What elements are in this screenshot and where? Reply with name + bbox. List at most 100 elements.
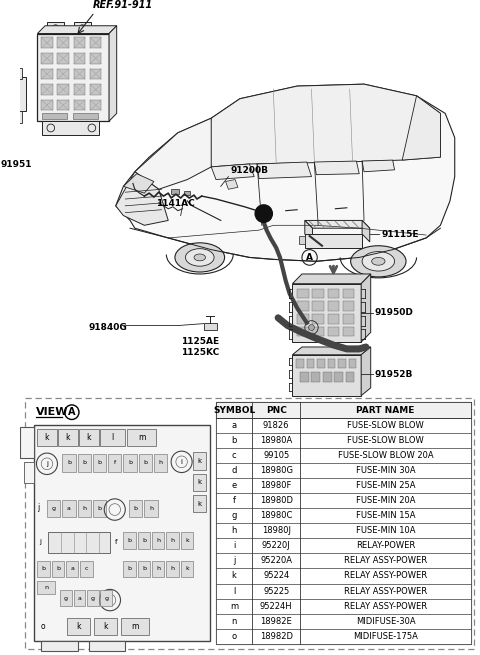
Text: b: b [144, 460, 147, 465]
Bar [297, 301, 309, 311]
Text: i: i [180, 459, 182, 465]
Text: k: k [198, 500, 202, 507]
Text: b: b [142, 538, 146, 543]
Bar [216, 493, 471, 508]
Bar [123, 532, 136, 550]
Bar [216, 448, 471, 463]
Bar [89, 641, 125, 650]
Polygon shape [116, 84, 455, 261]
Text: 18982E: 18982E [260, 617, 292, 626]
Bar [120, 618, 149, 635]
Bar [216, 599, 471, 614]
Polygon shape [257, 162, 312, 179]
Text: n: n [231, 617, 237, 626]
Text: 18980C: 18980C [260, 511, 292, 520]
Text: e: e [231, 481, 237, 490]
Text: h: h [170, 567, 175, 571]
Bar [193, 474, 206, 491]
Bar [25, 398, 474, 648]
Bar [312, 289, 324, 298]
Ellipse shape [372, 257, 385, 265]
Text: 91115E: 91115E [381, 229, 419, 238]
Text: b: b [97, 460, 101, 465]
Bar [139, 454, 152, 472]
Bar [216, 538, 471, 553]
Text: i: i [233, 541, 235, 550]
Bar [180, 532, 193, 550]
Bar [47, 500, 60, 517]
Bar [204, 323, 217, 330]
Bar [62, 500, 76, 517]
Bar [24, 462, 34, 483]
Text: k: k [232, 571, 237, 580]
Text: g: g [231, 511, 237, 520]
Bar [216, 584, 471, 599]
Text: k: k [45, 433, 49, 442]
Text: b: b [231, 436, 237, 445]
Text: f: f [114, 460, 116, 465]
Bar [317, 359, 325, 368]
Text: h: h [158, 460, 163, 465]
Polygon shape [292, 274, 371, 284]
Ellipse shape [185, 249, 214, 266]
Text: g: g [104, 595, 108, 601]
Text: RELAY ASSY-POWER: RELAY ASSY-POWER [344, 556, 427, 565]
Polygon shape [362, 160, 395, 172]
Text: h: h [156, 567, 160, 571]
Bar [58, 84, 69, 95]
Bar [129, 500, 143, 517]
Bar [216, 417, 471, 433]
Bar [37, 580, 55, 594]
Text: m: m [230, 602, 238, 610]
Text: A: A [306, 253, 313, 262]
Polygon shape [37, 26, 117, 33]
Bar [41, 100, 53, 111]
Bar [343, 289, 354, 298]
Bar [216, 629, 471, 644]
Text: g: g [64, 595, 68, 601]
Text: j: j [39, 538, 41, 545]
Text: g: g [52, 506, 56, 511]
Bar [349, 359, 356, 368]
Text: REF.91-911: REF.91-911 [93, 0, 153, 10]
Polygon shape [361, 274, 371, 342]
Text: 18980A: 18980A [260, 436, 292, 445]
Text: b: b [42, 567, 46, 571]
Bar [93, 500, 106, 517]
Bar [42, 121, 99, 135]
Bar [343, 327, 354, 336]
Polygon shape [362, 221, 370, 242]
Bar [73, 113, 97, 119]
Bar [90, 53, 101, 64]
Text: 91950D: 91950D [374, 309, 413, 318]
Text: 91826: 91826 [263, 421, 289, 430]
Bar [216, 402, 471, 417]
Bar [74, 100, 85, 111]
Text: MIDIFUSE-175A: MIDIFUSE-175A [353, 632, 418, 641]
Text: FUSE-MIN 20A: FUSE-MIN 20A [356, 496, 415, 505]
Bar [312, 314, 324, 324]
Polygon shape [135, 118, 211, 189]
Bar [60, 590, 72, 606]
Text: a: a [77, 595, 82, 601]
Bar [58, 37, 69, 48]
Bar [80, 429, 98, 446]
Bar [100, 429, 125, 446]
Bar [328, 289, 339, 298]
Text: j: j [233, 556, 235, 565]
Bar [138, 561, 150, 576]
Bar [216, 508, 471, 523]
Text: b: b [67, 460, 71, 465]
Bar [66, 561, 79, 576]
Ellipse shape [362, 252, 395, 271]
Text: 91951: 91951 [0, 160, 32, 169]
Bar [74, 84, 85, 95]
Bar [9, 111, 22, 123]
Text: b: b [128, 460, 132, 465]
Text: RELAY ASSY-POWER: RELAY ASSY-POWER [344, 602, 427, 610]
Bar [81, 561, 93, 576]
Text: k: k [185, 538, 189, 543]
Text: h: h [170, 538, 175, 543]
Bar [171, 189, 179, 194]
Text: 95224H: 95224H [260, 602, 292, 610]
